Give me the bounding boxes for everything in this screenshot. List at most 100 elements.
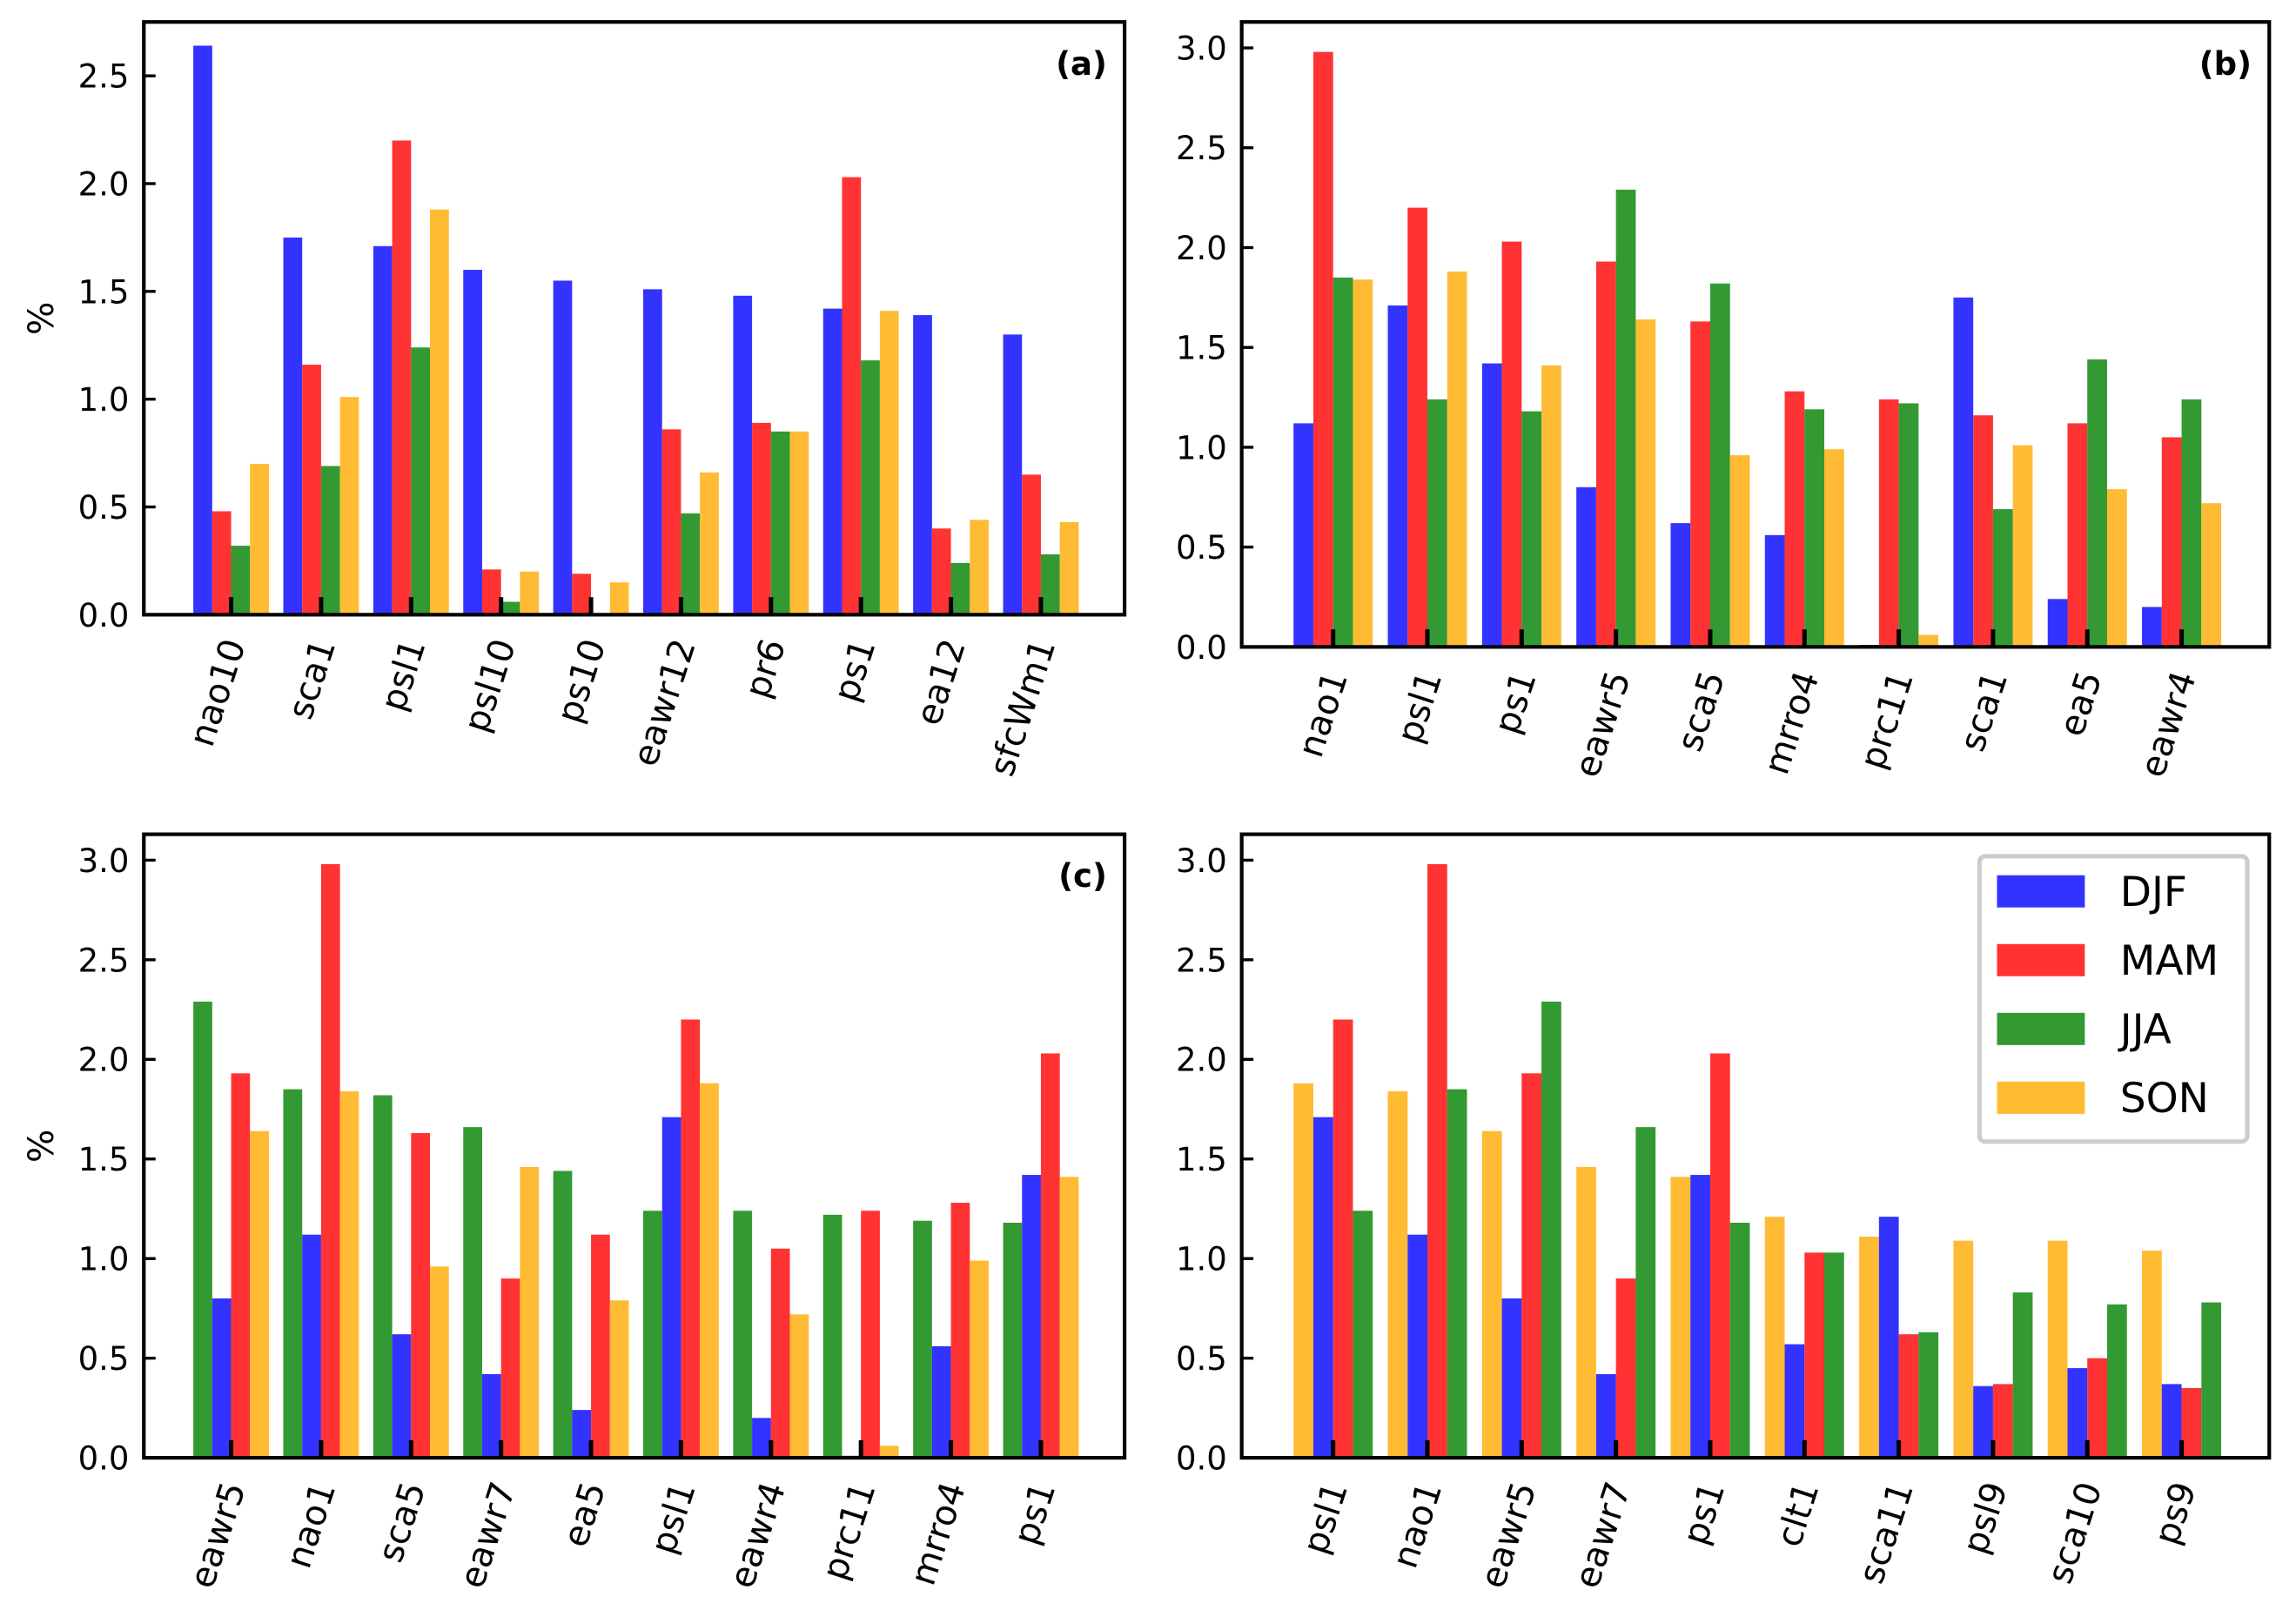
- bar-SON-ps10: [609, 582, 629, 615]
- bar-JJA-ps9: [2201, 1302, 2222, 1459]
- bar-DJF-mrro4: [931, 1345, 951, 1459]
- bar-SON-mrro4: [1824, 449, 1844, 647]
- y-tick-label: 1.0: [1176, 429, 1227, 466]
- bar-MAM-eawr4: [2161, 437, 2182, 647]
- bar-JJA-eawr5: [1541, 1001, 1561, 1459]
- bar-JJA-eawr5: [1615, 189, 1636, 647]
- y-tick-label: 0.0: [1176, 629, 1227, 667]
- bar-DJF-clt1: [1784, 1344, 1805, 1459]
- bar-MAM-sca1: [1973, 415, 1993, 647]
- x-tick-label: nao1: [1385, 1477, 1451, 1573]
- bar-DJF-eawr7: [481, 1373, 501, 1459]
- bar-DJF-sca10: [2067, 1368, 2088, 1459]
- x-tick-label: ps9: [2146, 1477, 2205, 1549]
- bar-SON-psl1: [1447, 272, 1467, 647]
- y-tick-label: 0.0: [1176, 1440, 1227, 1478]
- panel-a: 0.0 0.5 1.0 1.5 2.0 2.5 nao10 sca1 psl1 psl10 ps10…: [21, 20, 1127, 782]
- bar-DJF-sca5: [392, 1334, 412, 1459]
- panel-d: 0.0 0.5 1.0 1.5 2.0 2.5 3.0 psl1 nao1 eawr5 eawr7 p…: [1176, 832, 2272, 1593]
- bar-SON-eawr7: [520, 1166, 540, 1459]
- y-tick-label: 1.5: [78, 273, 130, 311]
- bar-DJF-eawr5: [211, 1298, 232, 1459]
- bar-SON-ps9: [2142, 1251, 2162, 1459]
- bar-JJA-ps1: [1003, 1222, 1023, 1459]
- bar-JJA-eawr7: [1635, 1127, 1656, 1459]
- bar-JJA-sca1: [320, 466, 340, 615]
- bar-DJF-psl1: [1312, 1117, 1333, 1459]
- bar-JJA-prc11: [822, 1214, 843, 1459]
- bar-SON-psl10: [520, 571, 540, 615]
- bar-JJA-nao10: [231, 546, 251, 615]
- bar-JJA-nao1: [283, 1089, 303, 1459]
- bar-MAM-ea5: [591, 1234, 610, 1459]
- bar-MAM-eawr4: [770, 1248, 790, 1459]
- bar-MAM-nao1: [1427, 863, 1447, 1459]
- y-tick-label: 1.0: [78, 1241, 130, 1278]
- x-tick-label: mrro4: [903, 1477, 974, 1590]
- y-tick-label: 2.0: [78, 165, 130, 203]
- bar-SON-pr6: [789, 431, 809, 615]
- bar-JJA-psl9: [2012, 1292, 2033, 1459]
- legend-label-SON: SON: [2120, 1075, 2209, 1123]
- bar-JJA-prc11: [1898, 403, 1919, 647]
- y-axis-label: %: [21, 302, 62, 335]
- y-tick-label: 0.0: [78, 597, 130, 634]
- x-tick-label: ea5: [554, 1477, 614, 1552]
- bar-MAM-psl9: [1992, 1384, 2013, 1459]
- x-tick-label: prc11: [1852, 667, 1922, 775]
- x-tick-label: ps1: [825, 634, 883, 707]
- bar-MAM-psl1: [1407, 207, 1428, 647]
- x-tick-label: sca11: [1850, 1477, 1922, 1588]
- bar-SON-nao1: [1353, 279, 1373, 647]
- bar-SON-ps1: [1059, 1177, 1079, 1459]
- bar-DJF-sfcWm1: [1003, 334, 1023, 615]
- x-tick-label: clt1: [1769, 1477, 1828, 1552]
- bar-JJA-eawr12: [681, 513, 701, 615]
- bar-DJF-eawr4: [2142, 607, 2162, 647]
- bar-SON-ps1: [1541, 365, 1561, 647]
- bar-SON-psl1: [700, 1083, 719, 1459]
- bar-DJF-ea5: [2047, 599, 2068, 647]
- x-tick-label: ps10: [548, 634, 614, 728]
- bar-DJF-ps9: [2161, 1384, 2182, 1459]
- bar-DJF-sca11: [1878, 1217, 1899, 1459]
- bar-SON-psl1: [430, 209, 449, 615]
- bar-JJA-psl1: [1427, 399, 1447, 647]
- x-tick-label: sca10: [2039, 1477, 2111, 1588]
- bar-DJF-eawr5: [1576, 486, 1596, 647]
- plot-frame: [142, 20, 1127, 617]
- bar-MAM-psl1: [392, 140, 412, 615]
- legend-swatch-JJA: [1997, 1012, 2085, 1045]
- bar-SON-ea5: [2106, 489, 2127, 647]
- y-tick-label: 1.5: [78, 1141, 130, 1178]
- bar-MAM-sca5: [411, 1132, 431, 1459]
- bar-MAM-nao1: [1312, 51, 1333, 647]
- bar-MAM-prc11: [861, 1211, 880, 1459]
- bar-DJF-psl1: [661, 1117, 681, 1459]
- bar-JJA-psl1: [643, 1211, 662, 1459]
- panel-label: (b): [2199, 45, 2252, 83]
- bar-JJA-clt1: [1824, 1252, 1844, 1459]
- bar-SON-prc11: [879, 1446, 899, 1459]
- x-tick-label: eawr4: [722, 1477, 794, 1593]
- x-tick-label: sfcWm1: [981, 634, 1064, 782]
- bar-MAM-psl1: [681, 1019, 701, 1459]
- x-tick-label: eawr4: [2132, 667, 2205, 782]
- legend: DJF MAM JJA SON: [1977, 854, 2250, 1144]
- bar-MAM-nao1: [320, 863, 340, 1459]
- bar-SON-sca1: [339, 397, 359, 615]
- bar-MAM-eawr12: [661, 429, 681, 615]
- bar-JJA-sca5: [373, 1095, 393, 1459]
- y-tick-label: 2.5: [1176, 130, 1227, 167]
- bar-DJF-psl1: [1387, 305, 1408, 647]
- x-tick-label: ps1: [1675, 1477, 1733, 1549]
- x-tick-label: psl9: [1955, 1477, 2017, 1559]
- panel-c: 0.0 0.5 1.0 1.5 2.0 2.5 3.0 eawr5 nao1 sca5 eawr7 e…: [21, 832, 1127, 1593]
- bar-SON-eawr5: [1635, 319, 1656, 647]
- x-tick-label: psl1: [1295, 1477, 1357, 1559]
- y-tick-label: 2.5: [78, 942, 130, 979]
- y-tick-label: 3.0: [1176, 842, 1227, 880]
- y-tick-label: 3.0: [78, 842, 130, 880]
- bar-DJF-nao1: [302, 1234, 321, 1459]
- x-tick-label: psl10: [456, 634, 524, 737]
